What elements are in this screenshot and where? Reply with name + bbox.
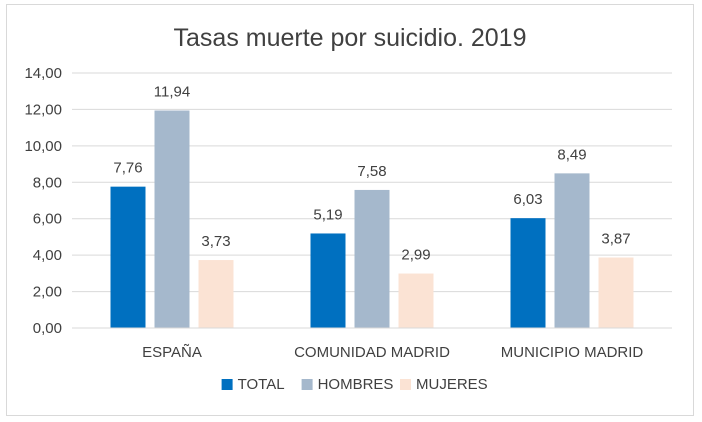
y-tick-label: 10,00 xyxy=(24,138,62,155)
legend-swatch-hombres xyxy=(301,379,313,390)
data-label: 7,58 xyxy=(357,163,386,180)
y-tick-label: 0,00 xyxy=(33,320,62,337)
bar-total xyxy=(110,186,146,328)
data-label: 7,76 xyxy=(113,160,142,177)
data-labels: 7,76 11,94 3,73 5,19 7,58 2,99 6,03 8,49 3,87 xyxy=(113,84,630,264)
y-tick-label: 4,00 xyxy=(33,247,62,264)
y-tick-label: 2,00 xyxy=(33,284,62,301)
data-label: 5,19 xyxy=(313,206,342,223)
x-axis: ESPAÑA COMUNIDAD MADRID MUNICIPIO MADRID xyxy=(72,327,672,361)
legend-swatch-total xyxy=(221,379,233,390)
bar-total xyxy=(310,233,346,328)
legend-label-mujeres: MUJERES xyxy=(416,376,488,393)
x-category-label: MUNICIPIO MADRID xyxy=(501,344,644,361)
data-label: 11,94 xyxy=(154,84,190,101)
bar-mujeres xyxy=(198,260,234,328)
bar-hombres xyxy=(154,110,190,329)
data-label: 2,99 xyxy=(401,247,430,264)
legend-label-hombres: HOMBRES xyxy=(318,376,394,393)
data-label: 3,87 xyxy=(601,231,630,248)
data-label: 8,49 xyxy=(557,146,586,163)
legend: TOTAL HOMBRES MUJERES xyxy=(221,376,488,393)
data-label: 3,73 xyxy=(201,233,230,250)
x-category-label: ESPAÑA xyxy=(142,344,202,361)
y-tick-label: 6,00 xyxy=(33,211,62,228)
bar-mujeres xyxy=(398,273,434,328)
bar-hombres xyxy=(554,173,590,328)
bars xyxy=(110,110,634,329)
chart-title: Tasas muerte por suicidio. 2019 xyxy=(174,24,527,52)
legend-swatch-mujeres xyxy=(400,379,411,390)
y-tick-label: 12,00 xyxy=(24,101,62,118)
y-tick-label: 8,00 xyxy=(33,174,62,191)
bar-mujeres xyxy=(598,257,634,328)
y-axis: 0,00 2,00 4,00 6,00 8,00 10,00 12,00 14,00 xyxy=(24,65,62,337)
y-tick-label: 14,00 xyxy=(24,65,62,82)
x-category-label: COMUNIDAD MADRID xyxy=(294,344,450,361)
legend-label-total: TOTAL xyxy=(238,376,285,393)
bar-total xyxy=(510,218,546,328)
bar-hombres xyxy=(354,189,390,328)
data-label: 6,03 xyxy=(513,191,542,208)
